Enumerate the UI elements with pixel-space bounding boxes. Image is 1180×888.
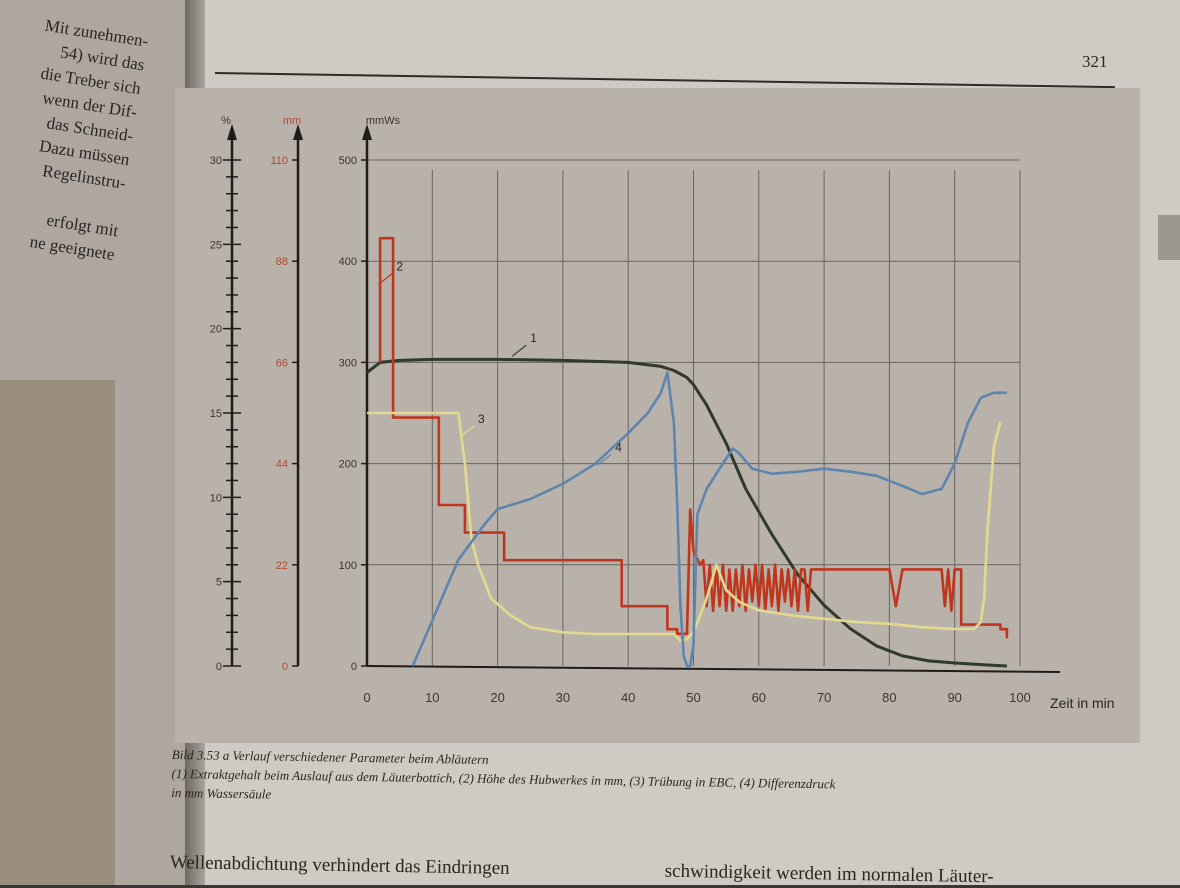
- x-tick-label: 80: [882, 690, 896, 705]
- x-tick-label: 40: [621, 690, 635, 705]
- series-line-4: [411, 371, 1007, 668]
- y-tick-label-mm: 0: [282, 661, 288, 673]
- grid: [367, 159, 1021, 666]
- series-labels: 1 2 3 4: [378, 259, 622, 466]
- x-tick-label: 0: [363, 690, 370, 705]
- series-label-leader-4: [596, 453, 612, 466]
- x-tick-label: 10: [425, 690, 439, 705]
- y-tick-label-percent: 30: [210, 155, 222, 167]
- x-tick-label: 20: [490, 690, 504, 705]
- series-label-4: 4: [615, 440, 622, 454]
- y-tick-label-mmws: 100: [339, 560, 357, 572]
- page-number: 321: [1082, 52, 1108, 71]
- x-tick-label: 70: [817, 690, 831, 705]
- y-tick-label-mmws: 500: [339, 155, 357, 167]
- y-axis-arrow-mm: [293, 124, 303, 140]
- y-tick-label-percent: 15: [210, 408, 222, 420]
- y-tick-label-percent: 5: [216, 577, 222, 589]
- y-tick-label-mm: 66: [276, 357, 288, 369]
- x-axis-line: [366, 665, 1061, 673]
- series-label-2: 2: [396, 259, 403, 273]
- page-edge-tab: [1158, 215, 1180, 260]
- y-tick-label-mmws: 300: [339, 357, 357, 369]
- series-line-3: [367, 411, 1002, 643]
- series-lines: [366, 236, 1009, 668]
- x-tick-label: 50: [686, 690, 700, 705]
- y-tick-label-mm: 88: [276, 256, 288, 268]
- series-label-3: 3: [478, 412, 485, 426]
- y-tick-label-percent: 20: [210, 324, 222, 336]
- x-tick-label: 30: [556, 690, 570, 705]
- y-tick-label-mm: 110: [270, 155, 288, 167]
- x-tick-label: 90: [947, 690, 961, 705]
- y-axis-unit-mmws: mmWs: [366, 115, 401, 127]
- series-label-leader-2: [378, 272, 393, 285]
- y-tick-label-mm: 22: [276, 560, 288, 572]
- series-line-2: [378, 236, 1009, 639]
- y-axis-arrow-percent: [227, 124, 237, 140]
- y-tick-label-percent: 0: [216, 661, 222, 673]
- y-tick-label-mmws: 200: [339, 459, 357, 471]
- x-tick-label: 100: [1009, 690, 1031, 705]
- y-tick-label-mm: 44: [276, 459, 288, 471]
- series-label-leader-1: [511, 344, 527, 357]
- x-tick-label: 60: [752, 690, 766, 705]
- left-page: Mit zunehmen- 54) wird das die Treber si…: [0, 0, 200, 885]
- axes: 0 10 20 30 40 50 60 70 80 90 100 Zeit in min%051015…: [210, 115, 1115, 711]
- series-label-leader-3: [459, 425, 475, 438]
- series-label-1: 1: [530, 331, 537, 345]
- series-line-1: [366, 357, 1007, 668]
- y-tick-label-percent: 25: [210, 239, 222, 251]
- y-tick-label-mmws: 0: [351, 661, 357, 673]
- y-axis-unit-mm: mm: [283, 115, 301, 127]
- y-tick-label-percent: 10: [210, 492, 222, 504]
- y-tick-label-mmws: 400: [339, 256, 357, 268]
- y-axis-arrow-mmws: [362, 124, 372, 140]
- x-axis-label: Zeit in min: [1050, 695, 1115, 711]
- y-axis-unit-percent: %: [221, 115, 231, 127]
- left-page-photo: [0, 380, 115, 885]
